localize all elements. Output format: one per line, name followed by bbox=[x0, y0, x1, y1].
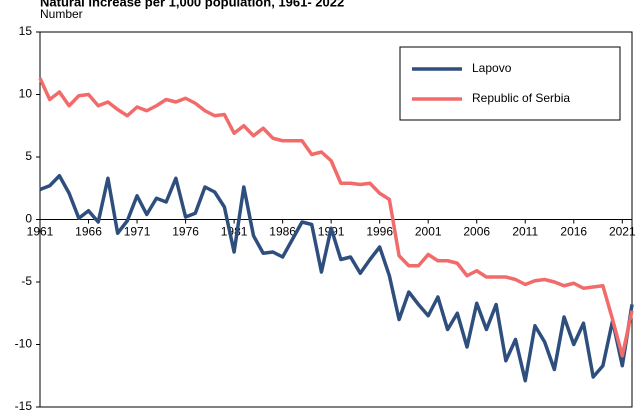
x-tick-label: 1986 bbox=[269, 225, 296, 239]
series-line bbox=[38, 77, 634, 358]
x-tick-label: 1981 bbox=[221, 225, 248, 239]
y-tick-label: 10 bbox=[19, 87, 33, 101]
y-tick-label: 0 bbox=[25, 212, 32, 226]
y-tick-label: -15 bbox=[15, 399, 33, 410]
x-tick-label: 1966 bbox=[75, 225, 102, 239]
x-tick-label: 2016 bbox=[560, 225, 587, 239]
legend-label: Lapovo bbox=[472, 61, 512, 75]
series-line bbox=[39, 174, 634, 383]
legend-label: Republic of Serbia bbox=[472, 91, 570, 105]
x-tick-label: 2001 bbox=[415, 225, 442, 239]
x-tick-label: 1971 bbox=[124, 225, 151, 239]
x-tick-label: 2021 bbox=[609, 225, 636, 239]
x-tick-label: 1961 bbox=[27, 225, 54, 239]
legend-box bbox=[399, 46, 621, 121]
chart-subtitle: Number bbox=[40, 7, 83, 21]
x-tick-label: 2011 bbox=[512, 225, 538, 239]
legend: Lapovo Republic of Serbia bbox=[399, 46, 621, 121]
y-tick-label: -5 bbox=[21, 274, 32, 288]
x-tick-label: 2006 bbox=[463, 225, 490, 239]
y-tick-label: 5 bbox=[25, 149, 32, 163]
x-tick-label: 1976 bbox=[172, 225, 199, 239]
chart-title: Natural increase per 1,000 population, 1… bbox=[40, 0, 344, 9]
x-tick-label: 1996 bbox=[366, 225, 393, 239]
y-tick-label: -10 bbox=[15, 337, 33, 351]
y-tick-label: 15 bbox=[19, 24, 33, 38]
